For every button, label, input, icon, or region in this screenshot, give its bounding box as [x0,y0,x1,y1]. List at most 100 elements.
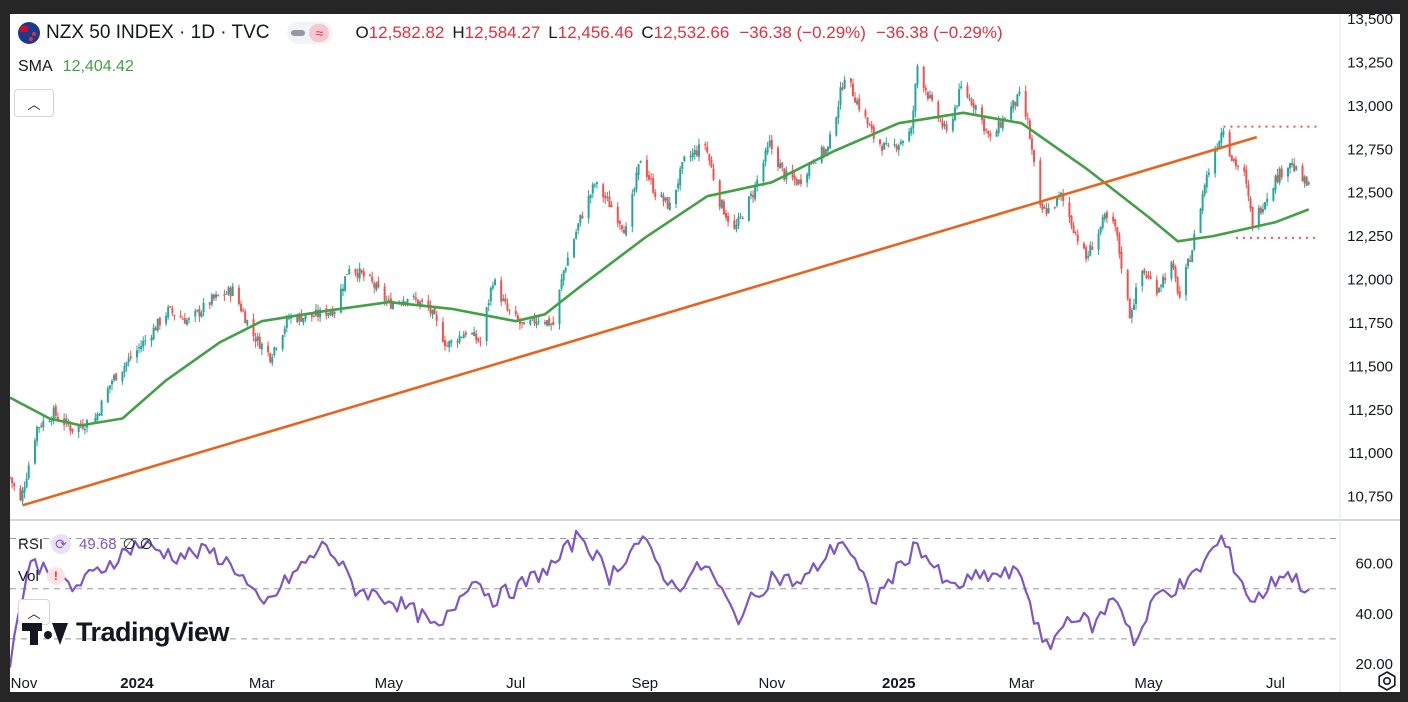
candle-down [777,147,780,167]
candle-up [138,347,141,349]
candle-up [23,487,26,493]
candle-up [1010,106,1013,120]
alert-icon[interactable]: ! [46,567,65,585]
candle-down [269,353,272,362]
candle-up [106,388,109,403]
candle-up [960,86,963,89]
price-tick-label: 12,000 [1347,272,1393,289]
candle-up [1286,167,1289,177]
symbol-title[interactable]: NZX 50 INDEX · 1D · TVC [46,22,270,43]
collapse-indicators-button[interactable]: ︿ [18,599,50,625]
candle-down [752,195,755,198]
rsi-legend[interactable]: RSI ⟳ 49.68 ∅ ∅ [18,534,153,554]
sma-value: 12,404.42 [62,58,134,75]
low-key: L [548,23,558,42]
candle-up [333,312,336,314]
candle-up [140,346,143,350]
candle-down [360,270,363,273]
candle-down [999,121,1002,128]
candle-up [897,145,900,151]
rsi-refresh-icon[interactable]: ⟳ [51,534,72,554]
candle-up [342,288,345,291]
candle-up [375,283,378,290]
tradingview-logo[interactable]: TradingView [22,617,230,648]
candle-down [173,315,176,317]
candle-down [446,345,449,347]
candle-up [835,117,838,136]
candle-up [156,318,159,331]
candle-down [435,315,438,321]
candle-up [25,478,28,488]
rsi-tick-label: 40.00 [1355,606,1393,623]
candle-up [806,174,809,183]
candle-down [581,215,584,219]
time-tick-label: May [1134,675,1163,692]
candle-down [296,316,299,322]
candle-up [589,194,592,198]
candle-down [1234,159,1237,166]
candle-down [1176,277,1179,293]
candle-up [391,302,394,309]
candle-up [462,334,465,339]
candle-down [1041,203,1044,210]
candle-up [908,131,911,141]
candle-up [196,309,199,312]
candle-up [814,162,817,164]
eye-off-icon[interactable] [291,30,306,36]
sma-line[interactable] [10,111,1310,427]
trendline[interactable] [22,135,1258,507]
settings-gear-icon[interactable] [1377,671,1397,691]
candle-up [537,320,540,322]
candle-up [681,162,684,169]
candle-up [1272,188,1275,201]
candle-up [1087,255,1090,258]
candle-down [647,175,650,180]
candle-down [373,282,376,288]
candle-up [1278,168,1281,183]
wave-icon[interactable]: ≈ [309,24,330,42]
candle-down [169,306,172,308]
chevron-up-icon: ︿ [27,96,41,112]
tradingview-wordmark: TradingView [76,617,230,647]
candle-up [1266,198,1269,203]
chart-canvas[interactable]: 10,750 11,000 11,250 11,500 11,750 12,000 12,2… [10,14,1400,692]
candle-down [650,178,653,180]
candle-down [1082,243,1085,249]
candle-down [854,97,857,103]
rsi-line[interactable] [10,529,1310,668]
collapse-legend-button[interactable]: ︿ [14,89,54,117]
candle-up [1016,94,1019,107]
candle-up [558,289,561,325]
candle-up [910,128,913,134]
candle-down [81,424,84,429]
change-value-2: −36.38 (−0.29%) [875,23,1003,42]
candle-down [1145,275,1148,279]
candle-up [36,426,39,442]
candle-up [1055,196,1058,206]
candle-down [1076,234,1079,242]
candle-up [329,311,332,315]
visibility-toggle[interactable]: ≈ [287,22,334,44]
candle-up [1018,91,1021,95]
candle-down [387,299,390,301]
candle-down [1014,101,1017,106]
candle-down [983,118,986,132]
candle-up [779,163,782,169]
candle-down [1230,155,1233,161]
candle-up [1257,207,1260,228]
sma-legend[interactable]: SMA 12,404.42 [18,58,134,76]
candle-down [1232,158,1235,161]
candle-down [1249,198,1252,209]
candle-up [493,279,496,286]
tradingview-mark [22,621,68,645]
candle-up [595,182,598,185]
candle-up [431,309,434,315]
candle-down [181,318,184,320]
candle-up [1199,208,1202,233]
price-tick-label: 13,250 [1347,54,1393,71]
candle-down [56,416,59,420]
candle-down [516,315,519,321]
candle-down [981,107,984,120]
vol-legend[interactable]: Vol ! [18,567,65,585]
candle-up [1218,141,1221,150]
